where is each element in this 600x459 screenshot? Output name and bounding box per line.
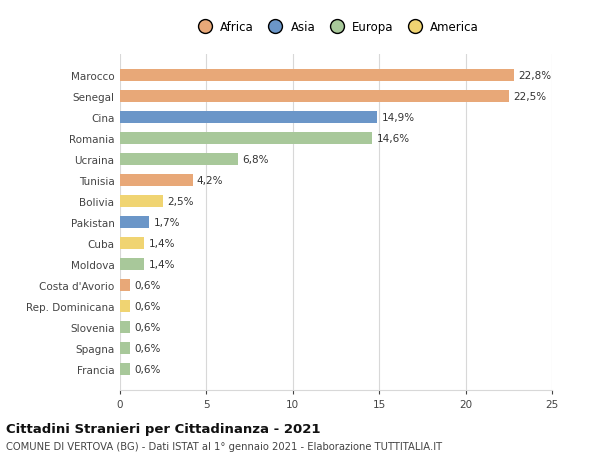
Bar	[120, 175, 193, 186]
Text: 6,8%: 6,8%	[242, 155, 268, 165]
Text: 0,6%: 0,6%	[134, 364, 161, 374]
Text: 1,4%: 1,4%	[149, 259, 175, 269]
Text: 14,9%: 14,9%	[382, 113, 415, 123]
Bar	[120, 91, 509, 103]
Text: 0,6%: 0,6%	[134, 322, 161, 332]
Legend: Africa, Asia, Europa, America: Africa, Asia, Europa, America	[193, 21, 479, 34]
Bar	[120, 196, 163, 207]
Bar	[120, 238, 144, 249]
Bar	[120, 280, 130, 291]
Bar	[120, 70, 514, 82]
Text: 0,6%: 0,6%	[134, 302, 161, 311]
Bar	[120, 301, 130, 312]
Text: 4,2%: 4,2%	[197, 176, 223, 186]
Bar	[120, 364, 130, 375]
Text: 0,6%: 0,6%	[134, 343, 161, 353]
Text: 0,6%: 0,6%	[134, 280, 161, 291]
Bar	[120, 322, 130, 333]
Bar	[120, 133, 372, 145]
Bar	[120, 259, 144, 270]
Text: 1,4%: 1,4%	[149, 239, 175, 248]
Text: COMUNE DI VERTOVA (BG) - Dati ISTAT al 1° gennaio 2021 - Elaborazione TUTTITALIA: COMUNE DI VERTOVA (BG) - Dati ISTAT al 1…	[6, 441, 442, 451]
Text: Cittadini Stranieri per Cittadinanza - 2021: Cittadini Stranieri per Cittadinanza - 2…	[6, 422, 320, 436]
Bar	[120, 217, 149, 229]
Text: 2,5%: 2,5%	[167, 197, 194, 207]
Text: 22,8%: 22,8%	[518, 71, 551, 81]
Text: 1,7%: 1,7%	[154, 218, 180, 228]
Bar	[120, 342, 130, 354]
Bar	[120, 154, 238, 166]
Bar	[120, 112, 377, 123]
Text: 22,5%: 22,5%	[513, 92, 546, 102]
Text: 14,6%: 14,6%	[377, 134, 410, 144]
